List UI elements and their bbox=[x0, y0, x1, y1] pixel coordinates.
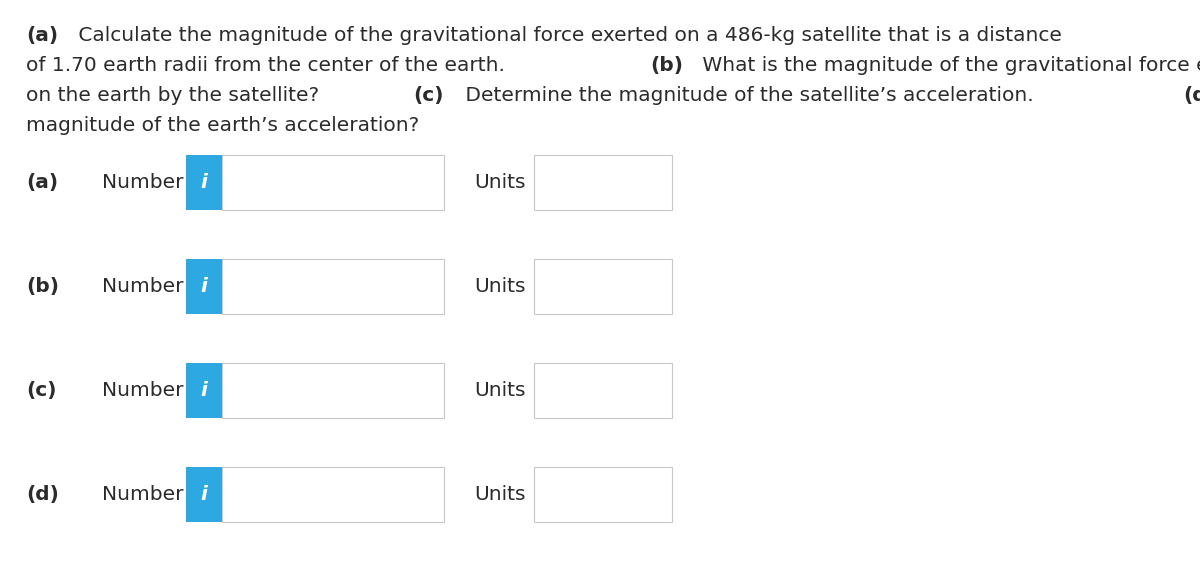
Text: (c): (c) bbox=[414, 86, 444, 105]
Text: Units: Units bbox=[474, 485, 526, 503]
Polygon shape bbox=[634, 187, 650, 195]
Text: i: i bbox=[200, 381, 208, 399]
Text: (d): (d) bbox=[26, 485, 59, 503]
Text: (d): (d) bbox=[1183, 86, 1200, 105]
Text: (c): (c) bbox=[26, 381, 56, 399]
Text: Number: Number bbox=[102, 277, 184, 295]
Text: on the earth by the satellite?: on the earth by the satellite? bbox=[26, 86, 326, 105]
Text: Units: Units bbox=[474, 381, 526, 399]
Text: Number: Number bbox=[102, 485, 184, 503]
Polygon shape bbox=[634, 395, 650, 403]
Text: i: i bbox=[200, 173, 208, 191]
Polygon shape bbox=[634, 273, 650, 281]
Text: Determine the magnitude of the satellite’s acceleration.: Determine the magnitude of the satellite… bbox=[458, 86, 1039, 105]
Text: Units: Units bbox=[474, 277, 526, 295]
Text: Number: Number bbox=[102, 381, 184, 399]
Text: i: i bbox=[200, 485, 208, 503]
Text: (a): (a) bbox=[26, 173, 59, 191]
Text: Number: Number bbox=[102, 173, 184, 191]
Text: Calculate the magnitude of the gravitational force exerted on a 486-kg satellite: Calculate the magnitude of the gravitati… bbox=[72, 26, 1062, 45]
Polygon shape bbox=[634, 169, 650, 177]
Polygon shape bbox=[634, 481, 650, 490]
Polygon shape bbox=[634, 291, 650, 299]
Text: (a): (a) bbox=[26, 26, 59, 45]
Text: Units: Units bbox=[474, 173, 526, 191]
Text: (b): (b) bbox=[26, 277, 60, 295]
Text: magnitude of the earth’s acceleration?: magnitude of the earth’s acceleration? bbox=[26, 116, 420, 135]
Text: i: i bbox=[200, 277, 208, 295]
Polygon shape bbox=[634, 377, 650, 386]
Text: (b): (b) bbox=[650, 56, 684, 75]
Text: of 1.70 earth radii from the center of the earth.: of 1.70 earth radii from the center of t… bbox=[26, 56, 511, 75]
Text: What is the magnitude of the gravitational force exerted: What is the magnitude of the gravitation… bbox=[696, 56, 1200, 75]
Polygon shape bbox=[634, 499, 650, 507]
